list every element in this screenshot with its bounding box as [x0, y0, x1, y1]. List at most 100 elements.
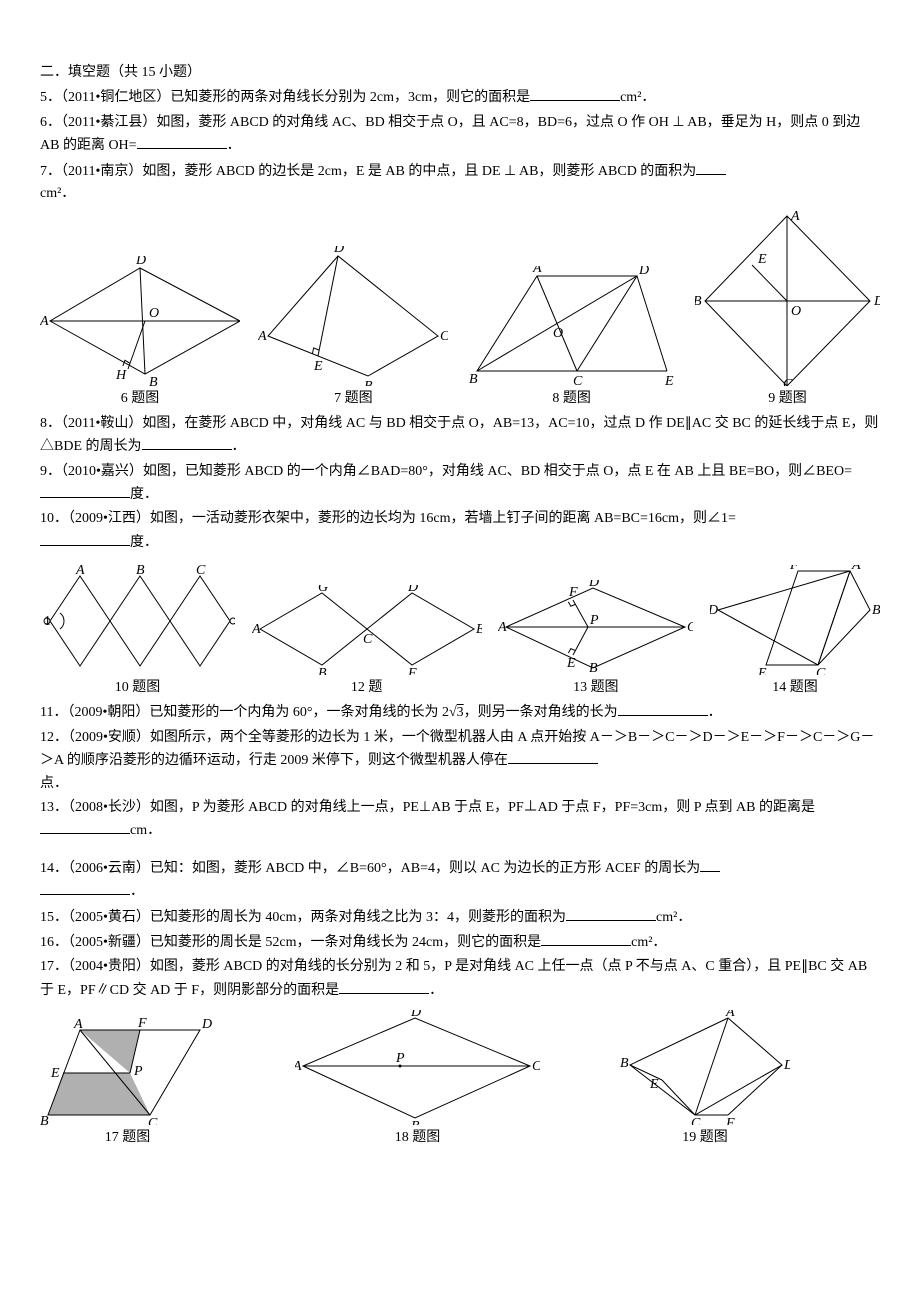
- q5-blank: [530, 86, 620, 101]
- caption-18: 18 题图: [395, 1127, 441, 1149]
- svg-text:B: B: [40, 1114, 49, 1125]
- svg-text:C: C: [196, 563, 206, 578]
- svg-text:A: A: [258, 329, 267, 344]
- q15: 15．（2005•黄石）已知菱形的周长为 40cm，两条对角线之比为 3：4，则…: [40, 906, 880, 929]
- q14-text: 14．（2006•云南）已知：如图，菱形 ABCD 中，∠B=60°，AB=4，…: [40, 861, 700, 876]
- figure-14: DABCEF 14 题图: [710, 565, 880, 699]
- q8-blank: [142, 435, 232, 450]
- q6: 6．（2011•綦江县）如图，菱形 ABCD 的对角线 AC、BD 相交于点 O…: [40, 112, 880, 158]
- svg-text:E: E: [664, 374, 674, 386]
- q5-text: 5．（2011•铜仁地区）已知菱形的两条对角线长分别为 2cm，3cm，则它的面…: [40, 90, 530, 105]
- figure-row-1: ABCDOH 6 题图 ABCDE 7 题图 ABCDEO 8 题图 ABCDO…: [40, 211, 880, 410]
- q14: 14．（2006•云南）已知：如图，菱形 ABCD 中，∠B=60°，AB=4，…: [40, 857, 880, 904]
- svg-text:E: E: [757, 666, 767, 675]
- svg-text:O: O: [149, 306, 159, 321]
- q15-end: cm²．: [656, 910, 691, 925]
- svg-text:D: D: [873, 294, 880, 309]
- figure-6: ABCDOH 6 题图: [40, 256, 240, 410]
- q14-end: ．: [130, 884, 144, 899]
- q6-end: ．: [227, 138, 241, 153]
- caption-12: 12 题: [351, 677, 383, 699]
- caption-6: 6 题图: [121, 388, 160, 410]
- svg-text:A: A: [73, 1017, 83, 1032]
- svg-text:B: B: [620, 1056, 629, 1071]
- svg-text:B: B: [872, 603, 880, 618]
- q16-end: cm²．: [631, 935, 666, 950]
- q17-end: ．: [429, 983, 443, 998]
- q7: 7．（2011•南京）如图，菱形 ABCD 的边长是 2cm，E 是 AB 的中…: [40, 160, 880, 206]
- svg-text:A: A: [725, 1010, 735, 1020]
- svg-text:D: D: [783, 1058, 790, 1073]
- figure-8: ABCDEO 8 题图: [467, 266, 677, 410]
- svg-text:F: F: [568, 585, 578, 600]
- svg-text:O: O: [553, 326, 563, 341]
- svg-text:D: D: [588, 580, 599, 590]
- svg-text:E: E: [649, 1077, 659, 1092]
- section-title: 二．填空题（共 15 小题）: [40, 62, 880, 84]
- svg-text:C: C: [440, 329, 448, 344]
- svg-text:E: E: [50, 1066, 60, 1081]
- q11-blank: [618, 701, 708, 716]
- q16: 16．（2005•新疆）已知菱形的周长是 52cm，一条对角线长为 24cm，则…: [40, 931, 880, 954]
- caption-17: 17 题图: [105, 1127, 151, 1149]
- svg-text:P: P: [589, 613, 599, 628]
- q11: 11．（2009•朝阳）已知菱形的一个内角为 60°，一条对角线的长为 2√3，…: [40, 701, 880, 724]
- svg-text:C: C: [687, 620, 693, 635]
- q6-blank: [137, 134, 227, 149]
- svg-text:B: B: [469, 372, 478, 386]
- svg-text:A: A: [498, 620, 507, 635]
- svg-text:P: P: [133, 1064, 143, 1079]
- svg-text:A: A: [75, 563, 85, 578]
- figure-row-2: ABC1 10 题图 ABCDEFG 12 题 ABCDPEF 13 题图 DA…: [40, 560, 880, 699]
- q12-text: 12．（2009•安顺）如图所示，两个全等菱形的边长为 1 米，一个微型机器人由…: [40, 730, 874, 768]
- svg-text:E: E: [475, 622, 482, 637]
- q14-blank1: [700, 857, 720, 872]
- q11-end: ．: [708, 705, 722, 720]
- svg-text:D: D: [410, 1010, 421, 1020]
- q17-text: 17．（2004•贵阳）如图，菱形 ABCD 的对角线的长分别为 2 和 5，P…: [40, 959, 867, 997]
- svg-text:D: D: [710, 603, 718, 618]
- caption-10: 10 题图: [115, 677, 161, 699]
- q15-blank: [566, 906, 656, 921]
- q9-text: 9．（2010•嘉兴）如图，已知菱形 ABCD 的一个内角∠BAD=80°，对角…: [40, 464, 852, 479]
- q10-blank: [40, 531, 130, 546]
- svg-text:C: C: [783, 377, 793, 386]
- q14-blank2: [40, 880, 130, 895]
- q7-text: 7．（2011•南京）如图，菱形 ABCD 的边长是 2cm，E 是 AB 的中…: [40, 164, 696, 179]
- q8: 8．（2011•鞍山）如图，在菱形 ABCD 中，对角线 AC 与 BD 相交于…: [40, 413, 880, 459]
- svg-text:C: C: [363, 632, 373, 647]
- svg-text:B: B: [695, 294, 702, 309]
- svg-text:F: F: [407, 666, 417, 675]
- q10-text: 10．（2009•江西）如图，一活动菱形衣架中，菱形的边长均为 16cm，若墙上…: [40, 511, 736, 526]
- caption-19: 19 题图: [682, 1127, 728, 1149]
- figure-18: ABCDP 18 题图: [295, 1010, 540, 1149]
- q9: 9．（2010•嘉兴）如图，已知菱形 ABCD 的一个内角∠BAD=80°，对角…: [40, 461, 880, 507]
- caption-7: 7 题图: [334, 388, 373, 410]
- svg-text:C: C: [691, 1116, 701, 1125]
- q5-unit: cm²．: [620, 90, 655, 105]
- q12: 12．（2009•安顺）如图所示，两个全等菱形的边长为 1 米，一个微型机器人由…: [40, 727, 880, 795]
- svg-text:D: D: [135, 256, 146, 268]
- svg-text:A: A: [790, 211, 800, 224]
- q12-blank: [508, 749, 598, 764]
- figure-7: ABCDE 7 题图: [258, 246, 448, 410]
- q13: 13．（2008•长沙）如图，P 为菱形 ABCD 的对角线上一点，PE⊥AB …: [40, 797, 880, 843]
- q8-end: ．: [232, 439, 246, 454]
- svg-text:E: E: [313, 359, 323, 374]
- q16-blank: [541, 931, 631, 946]
- figure-19: ABCDEF 19 题图: [620, 1010, 790, 1149]
- figure-17: ABCDEFP 17 题图: [40, 1015, 215, 1149]
- q12-end: 点．: [40, 776, 68, 791]
- svg-text:D: D: [333, 246, 344, 256]
- svg-text:B: B: [589, 661, 598, 675]
- svg-text:A: A: [851, 565, 861, 573]
- figure-12: ABCDEFG 12 题: [252, 585, 482, 699]
- figure-10: ABC1 10 题图: [40, 560, 235, 699]
- figure-9: ABCDOE 9 题图: [695, 211, 880, 410]
- svg-text:O: O: [791, 304, 801, 319]
- q7-blank: [696, 160, 726, 175]
- svg-text:D: D: [638, 266, 649, 278]
- q9-blank: [40, 483, 130, 498]
- svg-text:C: C: [816, 666, 826, 675]
- svg-text:D: D: [201, 1017, 212, 1032]
